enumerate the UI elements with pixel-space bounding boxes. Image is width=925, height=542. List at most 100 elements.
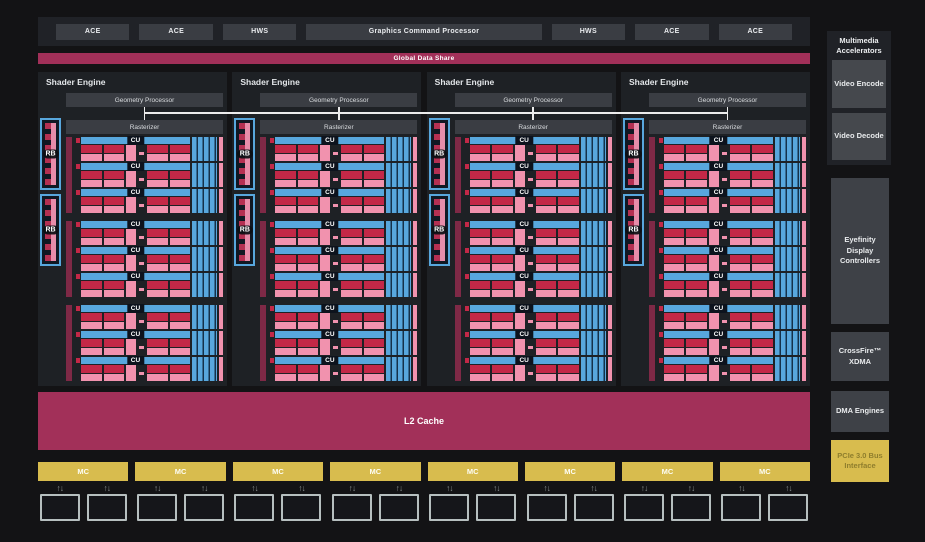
render-backend-block: RB (234, 118, 256, 190)
rb-cell-squares (239, 123, 247, 185)
hws-box: HWS (551, 23, 626, 40)
simd-vector-block (663, 197, 685, 205)
simd-unit (535, 365, 557, 381)
simd-vector-block (341, 339, 362, 347)
render-backend-block: RB (40, 118, 61, 190)
l1-cache-bar (607, 221, 612, 245)
cu-body: CU (469, 304, 579, 329)
graphics-command-processor-box: Graphics Command Processor (306, 23, 542, 40)
texture-units-block (192, 221, 217, 245)
rb-square (45, 243, 52, 250)
texture-units-block (192, 137, 217, 161)
lds-block (320, 339, 331, 355)
simd-vector-block (297, 255, 319, 263)
simd-unit (341, 365, 362, 381)
simd-register-block (341, 321, 362, 329)
simd-vector-block (103, 365, 124, 373)
simd-register-block (297, 263, 319, 271)
rb-square (627, 232, 635, 239)
rb-square (433, 221, 441, 228)
simd-vector-block (341, 365, 362, 373)
l1-cache-bar (219, 221, 223, 245)
simd-unit (147, 197, 168, 213)
l1-cache-bar (219, 137, 223, 161)
scalar-dash (721, 281, 728, 297)
lds-block (708, 339, 719, 355)
rb-square (627, 243, 635, 250)
simd-unit (469, 229, 491, 245)
rb-square (627, 167, 635, 174)
simd-unit (663, 365, 685, 381)
simd-unit (341, 313, 362, 329)
simd-register-block (81, 347, 102, 355)
scalar-dash (332, 197, 339, 213)
simd-register-block (663, 179, 685, 187)
lds-block (320, 281, 331, 297)
phy-cell: ↑↓ ↑↓ (233, 482, 323, 522)
rb-square (239, 145, 247, 152)
simd-vector-block (297, 171, 319, 179)
memory-controller-box: MC (427, 462, 518, 481)
simd-unit (729, 313, 751, 329)
simd-register-block (729, 153, 751, 161)
phy-cell: ↑↓ ↑↓ (720, 482, 810, 522)
simd-unit (663, 145, 685, 161)
cu-group-bar (66, 305, 72, 381)
cu-label: CU (515, 272, 533, 281)
simd-unit (363, 339, 385, 355)
cu-body: CU (81, 304, 190, 329)
simd-unit (103, 229, 124, 245)
simd-unit (81, 365, 102, 381)
cu-body: CU (275, 272, 385, 297)
simd-register-block (492, 321, 513, 329)
simd-register-block (469, 321, 491, 329)
scalar-dash (527, 197, 534, 213)
simd-register-block (103, 205, 124, 213)
lds-block (514, 145, 525, 161)
simd-vector-block (341, 281, 362, 289)
simd-unit (169, 171, 190, 187)
cu-body: CU (469, 356, 579, 381)
l1-cache-bar (219, 163, 223, 187)
up-down-arrows-icon: ↑↓ (103, 483, 110, 493)
lds-block (126, 229, 136, 245)
simd-unit (535, 197, 557, 213)
phy-cell: ↑↓ ↑↓ (428, 482, 518, 522)
simd-vector-block (492, 145, 513, 153)
simd-vector-block (535, 339, 557, 347)
lds-block (126, 281, 136, 297)
texture-units-block (192, 189, 217, 213)
simd-register-block (169, 237, 190, 245)
simd-vector-block (81, 365, 102, 373)
cu-body: CU (81, 188, 190, 213)
l1-cache-bar (607, 247, 612, 271)
rb-square (433, 232, 441, 239)
simd-vector-block (469, 313, 491, 321)
cu-label: CU (126, 272, 145, 281)
render-backend-block: RB (428, 194, 450, 266)
shader-engine: Shader Engine Geometry Processor Rasterize… (620, 72, 810, 386)
simd-unit (275, 145, 296, 161)
simd-register-block (469, 153, 491, 161)
cu-label: CU (321, 246, 339, 255)
cu-simd-row (275, 313, 385, 329)
simd-vector-block (341, 255, 362, 263)
texture-units-block (580, 305, 606, 329)
simd-unit (663, 229, 685, 245)
rb-square (239, 210, 247, 217)
simd-vector-block (169, 229, 190, 237)
compute-unit: CU (76, 304, 223, 329)
phy-unit: ↑↓ (768, 482, 809, 522)
l1-cache-bar (219, 357, 223, 381)
texture-units-block (386, 305, 412, 329)
simd-vector-block (535, 255, 557, 263)
cu-group-bar (454, 137, 461, 213)
texture-units-block (386, 189, 412, 213)
simd-register-block (103, 263, 124, 271)
up-down-arrows-icon: ↑↓ (200, 483, 208, 493)
simd-unit (103, 255, 124, 271)
cu-group: CU CU CU (648, 220, 806, 297)
l1-cache-bar (801, 221, 806, 245)
texture-units-block (386, 357, 412, 381)
simd-unit (341, 339, 362, 355)
